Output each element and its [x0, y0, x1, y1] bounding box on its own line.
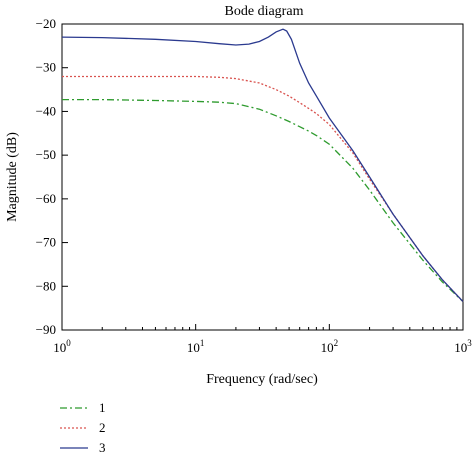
x-tick-label: 101: [187, 338, 205, 355]
y-tick-label: −80: [36, 278, 56, 293]
y-axis: −20 −30 −40 −50 −60 −70 −80 −90: [36, 16, 68, 337]
series-line-3: [61, 28, 464, 303]
y-axis-label: Magnitude (dB): [5, 132, 20, 222]
legend-label-2: 2: [99, 420, 106, 435]
plot-area: [61, 23, 464, 331]
series-layer: [61, 28, 464, 303]
chart-title: Bode diagram: [225, 4, 304, 19]
x-axis-label: Frequency (rad/sec): [206, 372, 318, 387]
x-axis: 100 101 102 103: [53, 324, 472, 355]
y-tick-label: −60: [36, 191, 56, 206]
y-tick-label: −30: [36, 60, 56, 75]
x-tick-label: 102: [321, 338, 339, 355]
legend-label-1: 1: [99, 400, 106, 415]
y-tick-label: −70: [36, 235, 56, 250]
legend-label-3: 3: [99, 440, 106, 455]
y-tick-label: −50: [36, 147, 56, 162]
y-tick-label: −20: [36, 16, 56, 31]
legend: 1 2 3: [60, 400, 106, 455]
y-tick-label: −40: [36, 103, 56, 118]
x-tick-label: 103: [454, 338, 472, 355]
series-line-1: [62, 98, 464, 303]
y-tick-label: −90: [36, 322, 56, 337]
x-tick-label: 100: [53, 338, 71, 355]
